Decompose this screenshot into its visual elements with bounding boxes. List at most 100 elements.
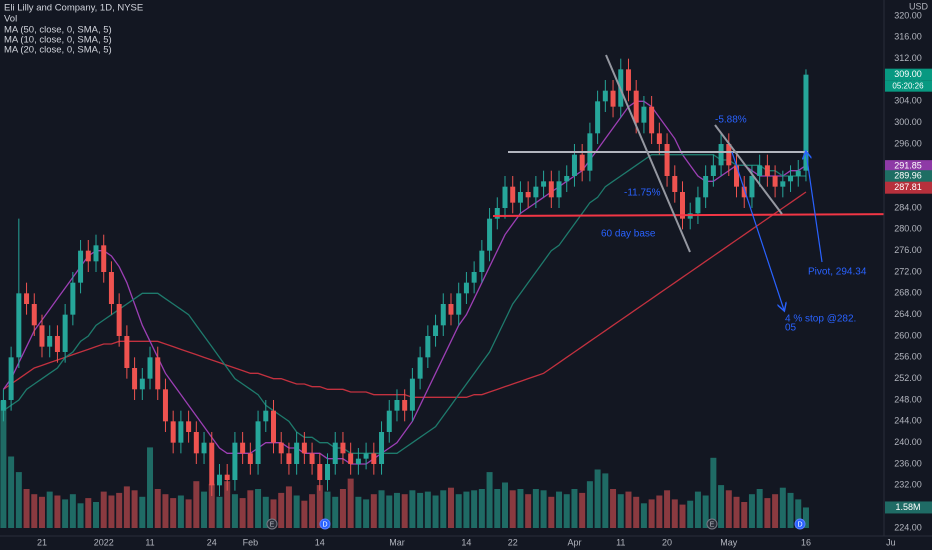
event-label: E xyxy=(710,521,715,528)
candle-body xyxy=(471,272,477,283)
volume-bar xyxy=(455,494,462,528)
candle-body xyxy=(695,197,701,214)
y-tick-label: 268.00 xyxy=(894,288,922,298)
volume-bar xyxy=(131,490,138,528)
candle-body xyxy=(726,144,732,166)
candle-body xyxy=(363,453,369,459)
volume-bar xyxy=(123,486,130,528)
annotation: 60 day base xyxy=(601,229,656,240)
volume-bar xyxy=(664,490,671,528)
candle-body xyxy=(463,282,469,294)
volume-layer xyxy=(0,400,809,528)
volume-bar xyxy=(46,491,53,528)
price-badge xyxy=(885,170,932,183)
volume-badge xyxy=(885,501,932,514)
y-tick-label: 260.00 xyxy=(894,330,922,340)
volume-bar xyxy=(216,496,223,528)
volume-bar xyxy=(255,489,262,528)
candle-body xyxy=(749,176,755,198)
volume-bar xyxy=(378,490,385,528)
x-tick-label: 20 xyxy=(662,537,672,547)
candle-body xyxy=(93,245,99,262)
volume-bar xyxy=(756,489,763,528)
x-tick-label: Apr xyxy=(567,537,581,547)
volume-bar xyxy=(31,494,38,528)
indicator-legend: MA (10, close, 0, SMA, 5) xyxy=(4,35,112,46)
volume-bar xyxy=(54,495,61,528)
volume-bar xyxy=(532,489,539,528)
candle-body xyxy=(571,154,577,176)
y-tick-label: 280.00 xyxy=(894,224,922,234)
candle-body xyxy=(155,357,161,390)
candle-body xyxy=(301,442,307,454)
event-marker[interactable]: D xyxy=(319,518,331,530)
candle-body xyxy=(788,176,794,182)
volume-bar xyxy=(108,495,115,528)
trend-line xyxy=(605,54,691,253)
candle-body xyxy=(772,176,778,187)
volume-bar xyxy=(339,489,346,528)
volume-bar xyxy=(208,483,215,528)
indicator-legend: MA (20, close, 0, SMA, 5) xyxy=(4,45,112,56)
volume-bar xyxy=(702,495,709,528)
candle-body xyxy=(209,442,215,486)
volume-bar xyxy=(478,489,485,528)
y-tick-label: 232.00 xyxy=(894,480,922,490)
candle-body xyxy=(487,218,493,251)
x-tick-label: 2022 xyxy=(94,537,114,547)
trend-line xyxy=(714,124,783,215)
candle-body xyxy=(456,293,462,315)
candle-body xyxy=(325,464,331,480)
candle-body xyxy=(47,336,53,347)
candle-body xyxy=(62,314,68,352)
y-tick-label: 316.00 xyxy=(894,32,922,42)
event-marker[interactable]: E xyxy=(706,518,718,530)
candle-body xyxy=(425,336,431,358)
volume-bar xyxy=(262,496,269,528)
volume-bar xyxy=(802,507,809,528)
candle-body xyxy=(224,474,230,480)
candle-body xyxy=(409,378,415,411)
candle-body xyxy=(39,325,45,347)
candle-body xyxy=(132,368,138,390)
candle-body xyxy=(533,186,539,198)
candle-body xyxy=(672,176,678,192)
volume-bar xyxy=(610,489,617,528)
volume-bar xyxy=(494,489,501,528)
y-tick-label: 272.00 xyxy=(894,266,922,276)
volume-bar xyxy=(540,490,547,528)
candle-body xyxy=(116,304,122,336)
volume-bar xyxy=(787,492,794,528)
candle-body xyxy=(595,101,601,134)
candle-body xyxy=(178,421,184,443)
x-tick-label: 16 xyxy=(801,537,811,547)
candle-body xyxy=(440,304,446,326)
candle-body xyxy=(78,250,84,283)
volume-bar xyxy=(170,498,177,528)
candle-body xyxy=(664,144,670,176)
chart-title: Eli Lilly and Company, 1D, NYSE xyxy=(4,3,143,14)
volume-bar xyxy=(733,496,740,528)
candle-body xyxy=(502,186,508,208)
candle-body xyxy=(795,170,801,176)
volume-bar xyxy=(409,490,416,528)
candle-body xyxy=(340,442,346,454)
event-marker[interactable]: E xyxy=(266,518,278,530)
volume-bar xyxy=(748,494,755,528)
volume-bar xyxy=(193,481,200,528)
y-tick-label: 312.00 xyxy=(894,53,922,63)
volume-bar xyxy=(447,487,454,528)
candle-body xyxy=(270,410,276,443)
annotation: -11.75% xyxy=(624,188,661,199)
volume-bar xyxy=(617,494,624,528)
volume-bar xyxy=(525,494,532,528)
y-tick-label: 276.00 xyxy=(894,245,922,255)
event-marker[interactable]: D xyxy=(794,518,806,530)
volume-bar xyxy=(386,495,393,528)
candle-body xyxy=(348,453,354,464)
indicator-legend: MA (50, close, 0, SMA, 5) xyxy=(4,25,112,36)
event-label: E xyxy=(270,521,275,528)
volume-bar xyxy=(579,492,586,528)
volume-bar xyxy=(687,500,694,528)
volume-badge-label: 1.58M xyxy=(895,502,920,512)
